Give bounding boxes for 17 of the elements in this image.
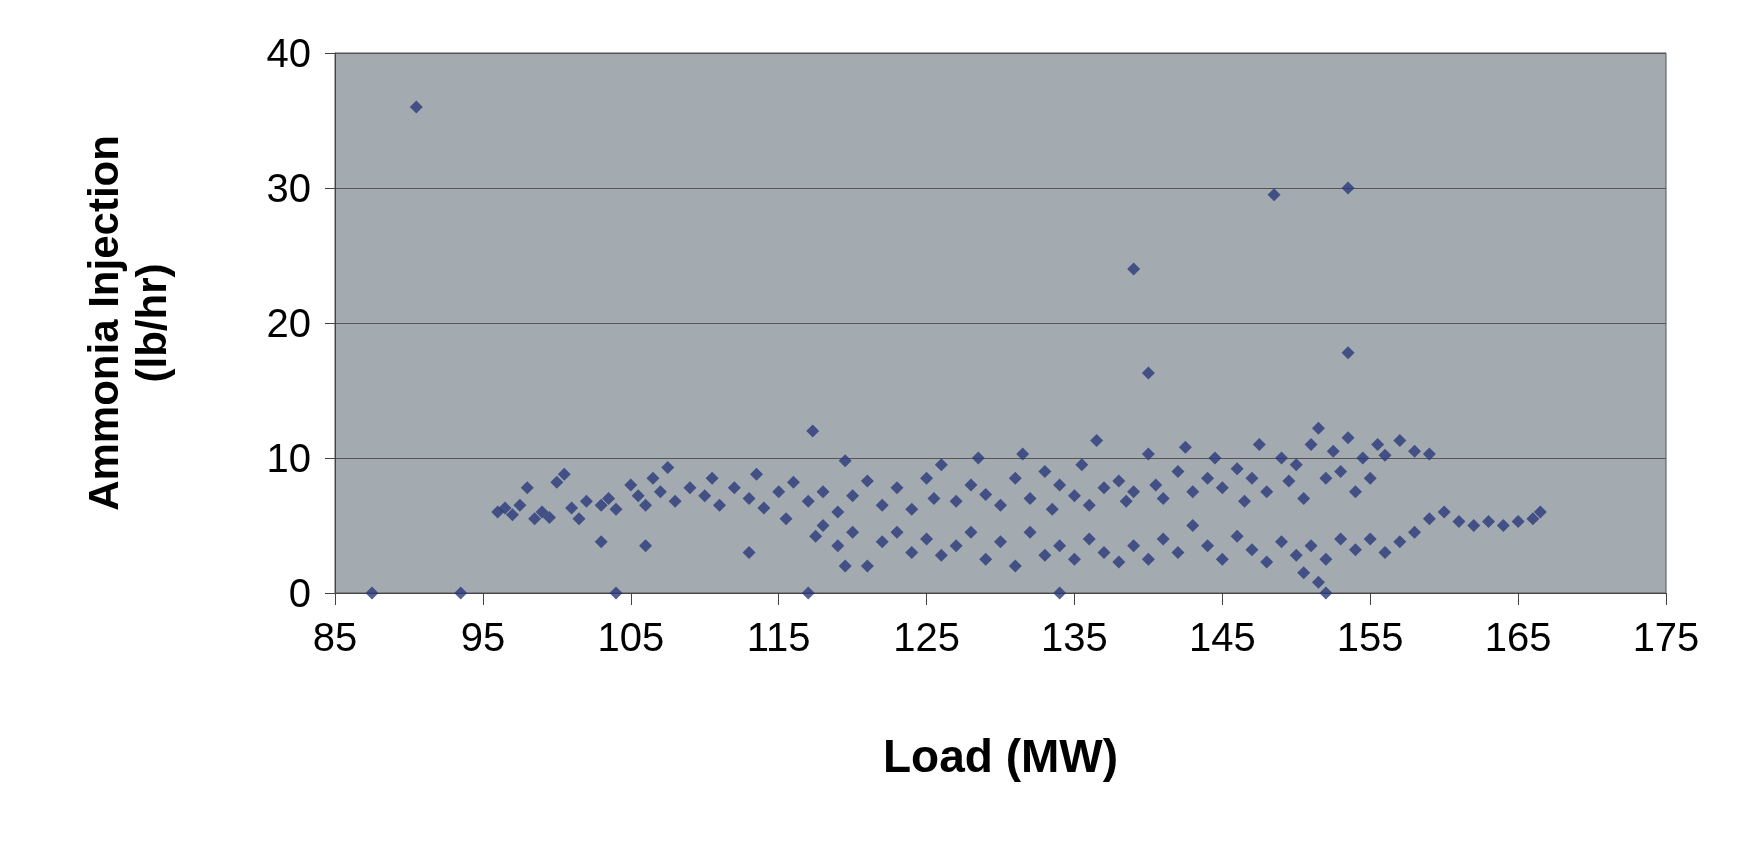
x-tick-label: 145 (1188, 615, 1256, 659)
x-tick-label: 85 (312, 615, 358, 659)
y-axis-title: Ammonia Injection (lb/hr) (79, 135, 175, 511)
x-tick-label: 95 (460, 615, 506, 659)
y-tick-label: 20 (266, 301, 311, 345)
x-tick-label: 135 (1041, 615, 1108, 659)
x-tick-label: 125 (893, 615, 960, 659)
y-tick-label: 30 (266, 166, 311, 210)
x-tick-label: 175 (1632, 615, 1700, 659)
y-tick-label: 0 (288, 571, 311, 615)
y-tick-label: 40 (266, 31, 311, 75)
y-tick-label: 10 (266, 436, 311, 480)
x-tick-label: 155 (1336, 615, 1404, 659)
x-tick-label: 105 (597, 615, 665, 659)
x-tick-label: 165 (1484, 615, 1552, 659)
x-axis-title: Load (MW) (882, 730, 1119, 782)
x-tick-label: 115 (746, 615, 811, 659)
